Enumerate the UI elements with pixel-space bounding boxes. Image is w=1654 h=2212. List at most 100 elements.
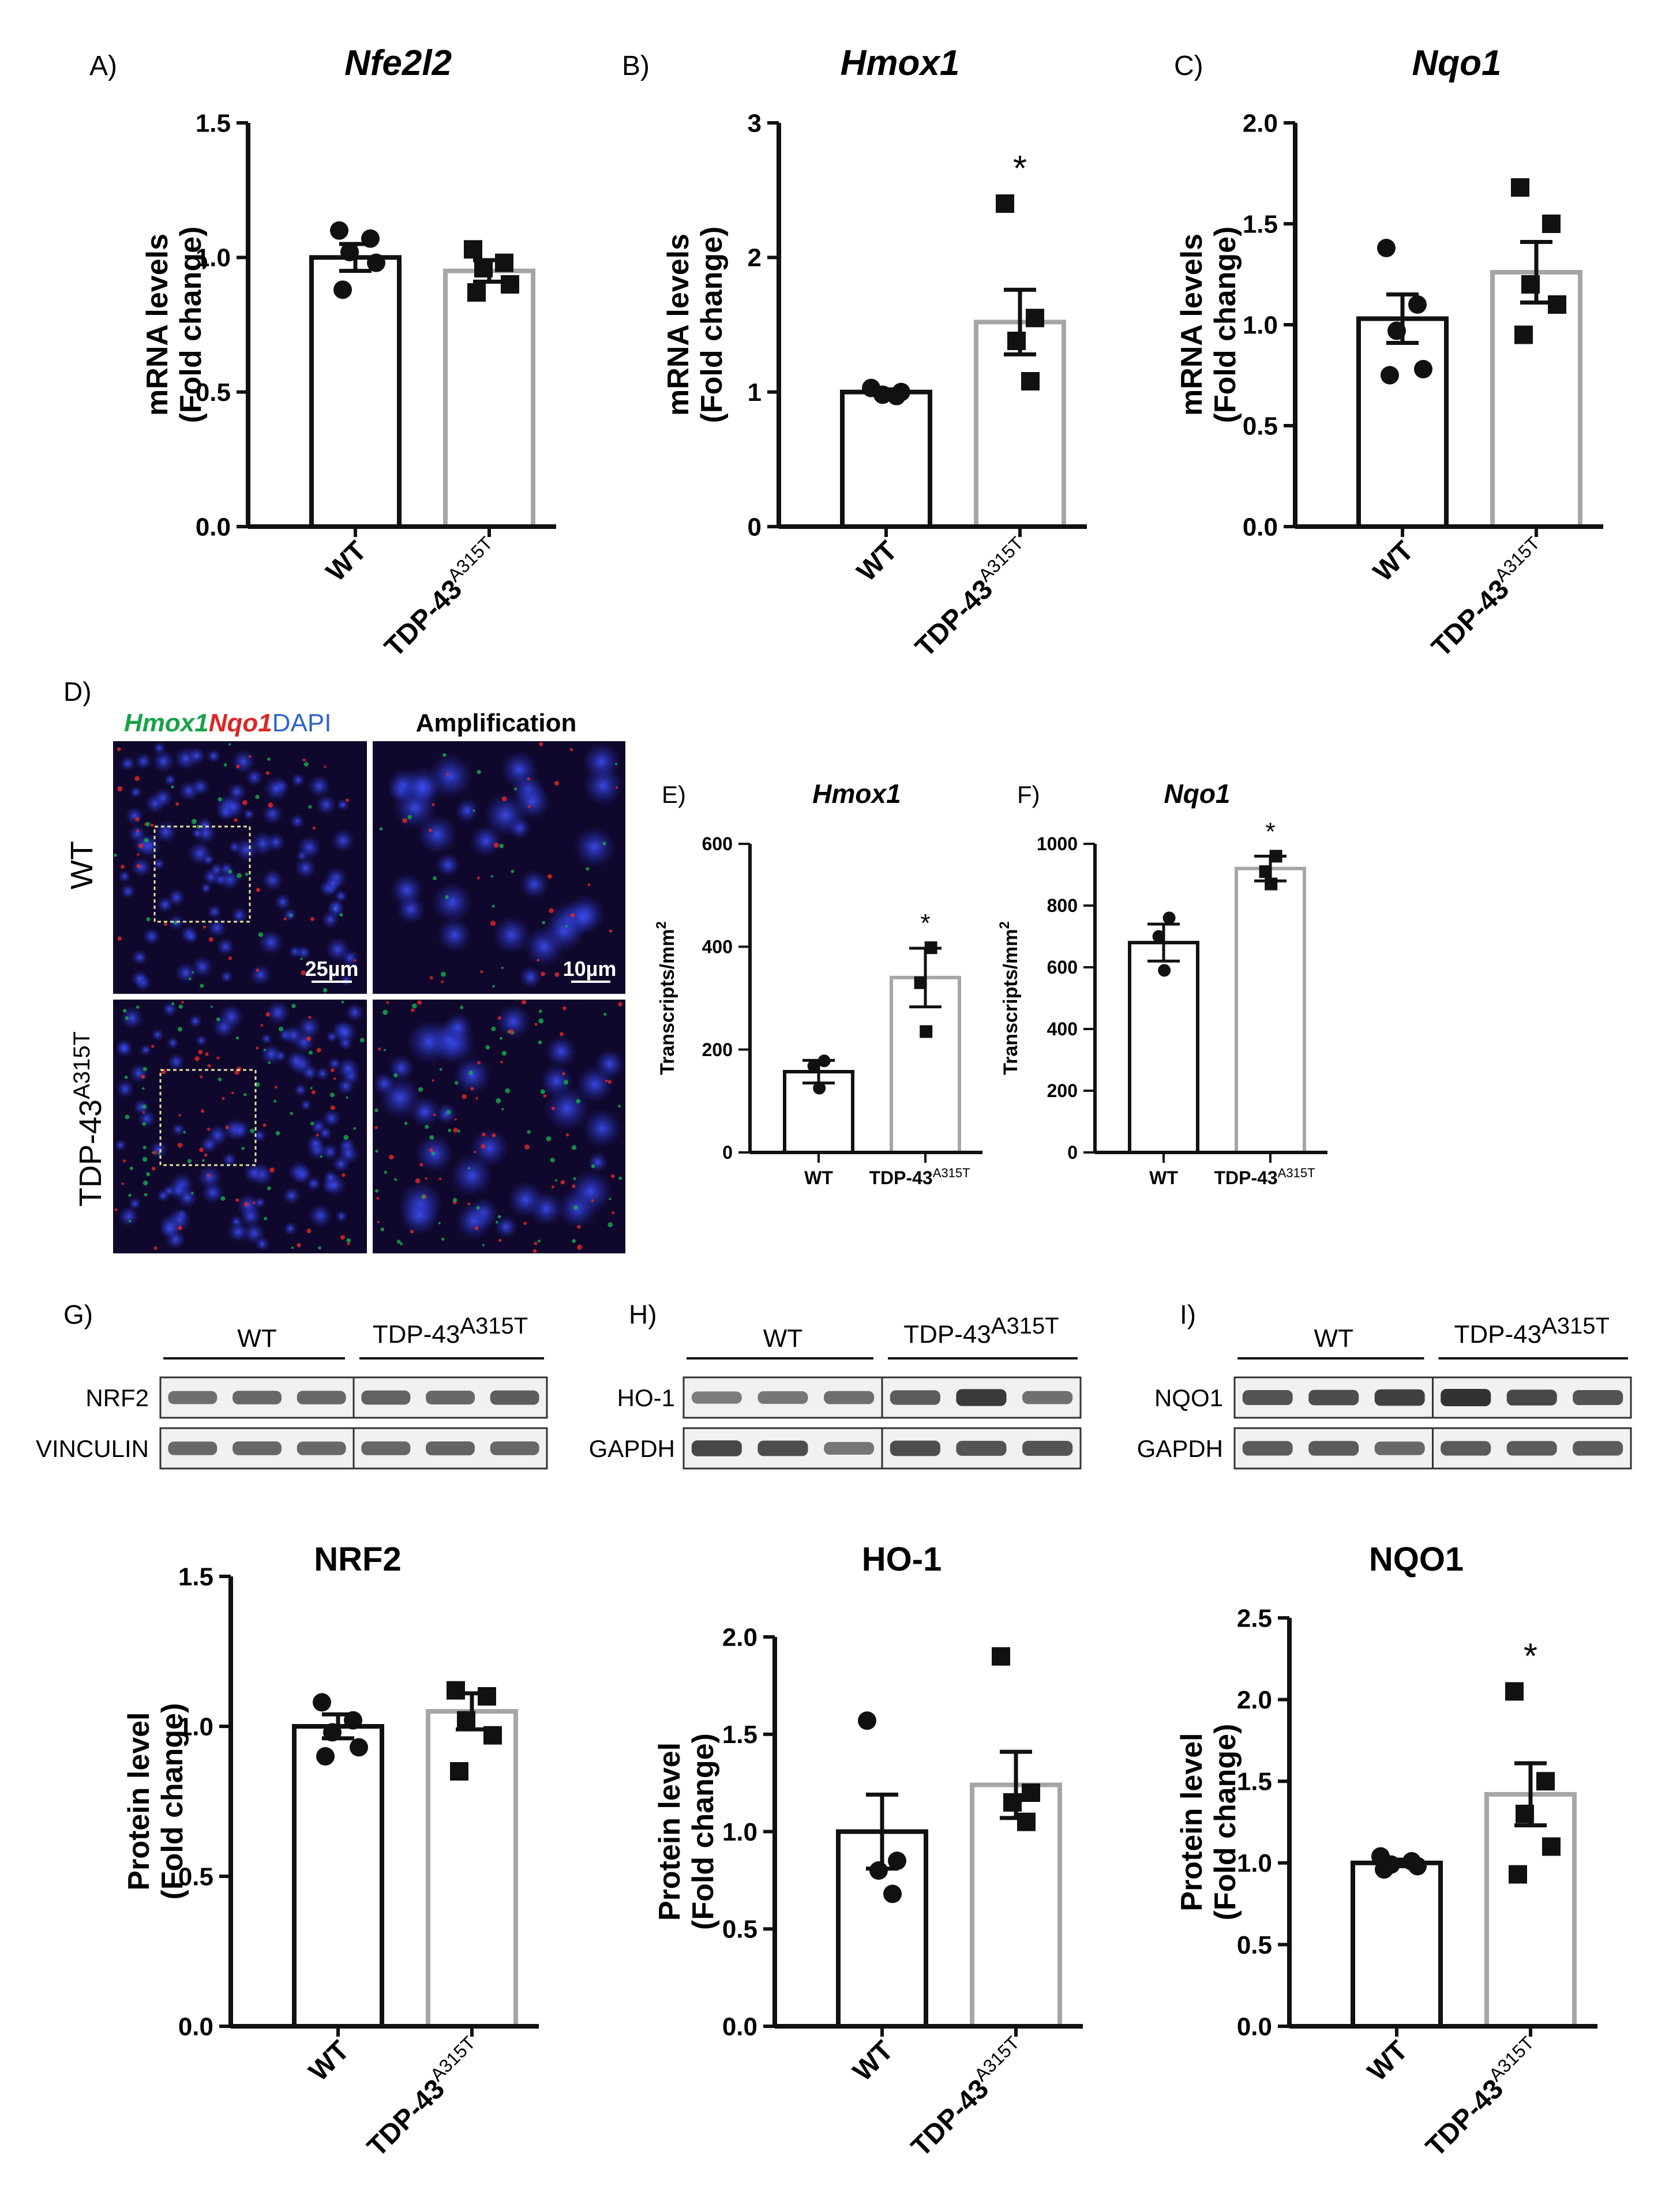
transcript-dot	[217, 797, 222, 802]
data-point-wt	[316, 1747, 335, 1766]
transcript-dot	[273, 1099, 277, 1103]
transcript-dot	[432, 1079, 434, 1082]
blot-group-label-mutant-sup: A315T	[1542, 1313, 1610, 1339]
transcript-dot	[151, 1045, 155, 1048]
nucleus-dot	[544, 1086, 590, 1132]
transcript-dot	[236, 764, 240, 769]
transcript-dot	[346, 1096, 348, 1099]
x-category-label-mutant-base: TDP-43	[906, 2074, 995, 2162]
blot-band	[232, 1441, 282, 1455]
data-point-wt	[869, 1861, 888, 1880]
data-point-wt	[888, 1852, 906, 1871]
nucleus-dot	[171, 1122, 185, 1136]
x-category-label-mutant: TDP-43A315T	[1423, 532, 1554, 663]
nucleus-dot	[337, 1142, 360, 1165]
transcript-dot	[513, 787, 517, 791]
transcript-dot	[375, 1189, 378, 1193]
x-category-label-mutant-sup: A315T	[970, 2032, 1023, 2085]
y-tick-label: 0.5	[1237, 1931, 1272, 1959]
data-point-mutant	[1514, 325, 1533, 344]
y-axis-label-sup: 2	[997, 921, 1012, 929]
data-point-mutant	[478, 1687, 496, 1706]
chart-panel-letter: C)	[1174, 51, 1203, 81]
nucleus-dot	[142, 927, 161, 945]
nucleus-dot	[249, 964, 272, 986]
transcript-dot	[439, 1068, 442, 1071]
transcript-dot	[144, 838, 149, 843]
nucleus-dot	[183, 929, 199, 944]
transcript-dot	[128, 1219, 132, 1223]
transcript-dot	[353, 1127, 356, 1130]
nucleus-dot	[129, 786, 142, 799]
blot-band	[490, 1390, 539, 1405]
data-point-mutant	[920, 1025, 933, 1038]
transcript-dot	[441, 971, 446, 977]
chart-panel-letter: F)	[1017, 781, 1040, 808]
transcript-dot	[341, 1001, 344, 1004]
zoom-box-wt	[153, 825, 251, 923]
transcript-dot	[151, 1166, 156, 1171]
transcript-dot	[396, 1240, 401, 1244]
nucleus-dot	[450, 1154, 493, 1197]
nucleus-dot	[139, 1043, 152, 1057]
blot-group-label-mutant-base: TDP-43	[1454, 1320, 1542, 1349]
transcript-dot	[573, 1205, 578, 1210]
data-point-mutant	[457, 1711, 475, 1730]
data-point-mutant	[467, 283, 486, 302]
transcript-dot	[591, 1164, 595, 1169]
transcript-dot	[380, 1227, 385, 1231]
nucleus-dot	[151, 1028, 164, 1042]
transcript-dot	[268, 802, 273, 808]
blot-group-label-mutant-sup: A315T	[991, 1313, 1059, 1339]
data-point-mutant	[447, 1681, 465, 1700]
y-axis-label: mRNA levels(Fold change)	[662, 227, 729, 423]
transcript-dot	[173, 921, 177, 925]
nucleus-dot	[167, 888, 186, 907]
y-tick-label: 1.0	[178, 1712, 213, 1741]
transcript-dot	[446, 772, 449, 776]
transcript-dot	[354, 959, 357, 962]
transcript-dot	[178, 1004, 183, 1009]
nucleus-dot	[582, 742, 621, 781]
data-point-mutant	[1265, 877, 1278, 891]
y-axis-label-line1: mRNA levels	[141, 234, 174, 416]
nucleus-dot	[587, 1152, 609, 1173]
x-category-label-mutant-sup: A315T	[1485, 2032, 1538, 2085]
y-axis-label-line2: (Fold change)	[174, 227, 208, 423]
transcript-dot	[135, 817, 140, 822]
transcript-dot	[577, 1225, 581, 1229]
transcript-dot	[468, 1071, 473, 1075]
y-axis-label: mRNA levels(Fold change)	[141, 227, 208, 423]
y-tick-label: 600	[1047, 957, 1078, 978]
transcript-dot	[268, 1061, 271, 1064]
transcript-dot	[204, 1153, 208, 1157]
data-point-mutant	[1511, 178, 1529, 197]
y-tick-label: 0.0	[178, 2012, 213, 2041]
transcript-dot	[393, 1073, 398, 1077]
blot-band	[1308, 1389, 1359, 1406]
transcript-dot	[566, 1133, 569, 1137]
transcript-dot	[394, 1178, 397, 1181]
blot-band	[1573, 1390, 1623, 1405]
x-category-label-wt: WT	[303, 2035, 355, 2087]
data-point-wt	[344, 1711, 362, 1730]
nucleus-dot	[216, 803, 235, 821]
transcript-dot	[572, 1184, 576, 1188]
transcript-dot	[123, 1159, 126, 1163]
transcript-dot	[550, 1158, 555, 1163]
transcript-dot	[330, 1105, 336, 1110]
nucleus-dot	[261, 803, 283, 825]
nucleus-dot	[283, 1221, 298, 1236]
bar-wt	[309, 255, 402, 529]
blot-band	[1022, 1391, 1073, 1404]
transcript-dot	[191, 818, 197, 824]
transcript-dot	[497, 1016, 501, 1020]
transcript-dot	[477, 769, 481, 774]
transcript-dot	[492, 985, 495, 988]
data-point-wt	[1158, 964, 1171, 977]
transcript-dot	[302, 758, 306, 762]
blot-row-label-loading: GAPDH	[1137, 1435, 1223, 1462]
transcript-dot	[500, 1060, 503, 1064]
transcript-dot	[237, 873, 242, 878]
transcript-dot	[616, 786, 618, 789]
